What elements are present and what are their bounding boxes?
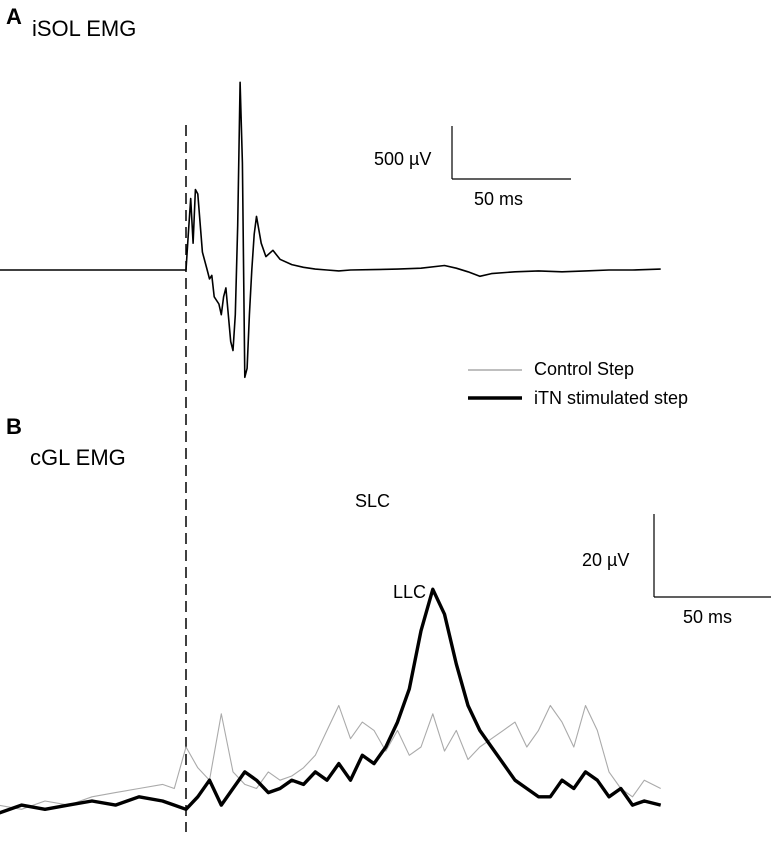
panel-label-a: A <box>6 4 22 29</box>
trace-a-itn-stimulated-step <box>0 81 661 379</box>
legend-label-stimulated: iTN stimulated step <box>534 388 689 408</box>
annotation-slc: SLC <box>355 491 391 511</box>
scalebar-b-amplitude: 20 µV <box>582 550 630 570</box>
scalebar-b <box>653 514 771 598</box>
panel-title-b: cGL EMG <box>30 445 126 470</box>
trace-b-control-step <box>0 704 661 810</box>
scalebar-a-time: 50 ms <box>474 189 524 209</box>
scalebar-a <box>451 126 571 180</box>
annotation-llc: LLC <box>393 582 427 602</box>
legend-swatches <box>468 369 522 400</box>
legend-label-control: Control Step <box>534 359 635 379</box>
panel-title-a: iSOL EMG <box>32 16 137 41</box>
trace-b-itn-stimulated-step <box>0 587 662 815</box>
scalebar-a-amplitude: 500 µV <box>374 149 432 169</box>
scalebar-b-time: 50 ms <box>683 607 733 627</box>
panel-label-b: B <box>6 414 22 439</box>
